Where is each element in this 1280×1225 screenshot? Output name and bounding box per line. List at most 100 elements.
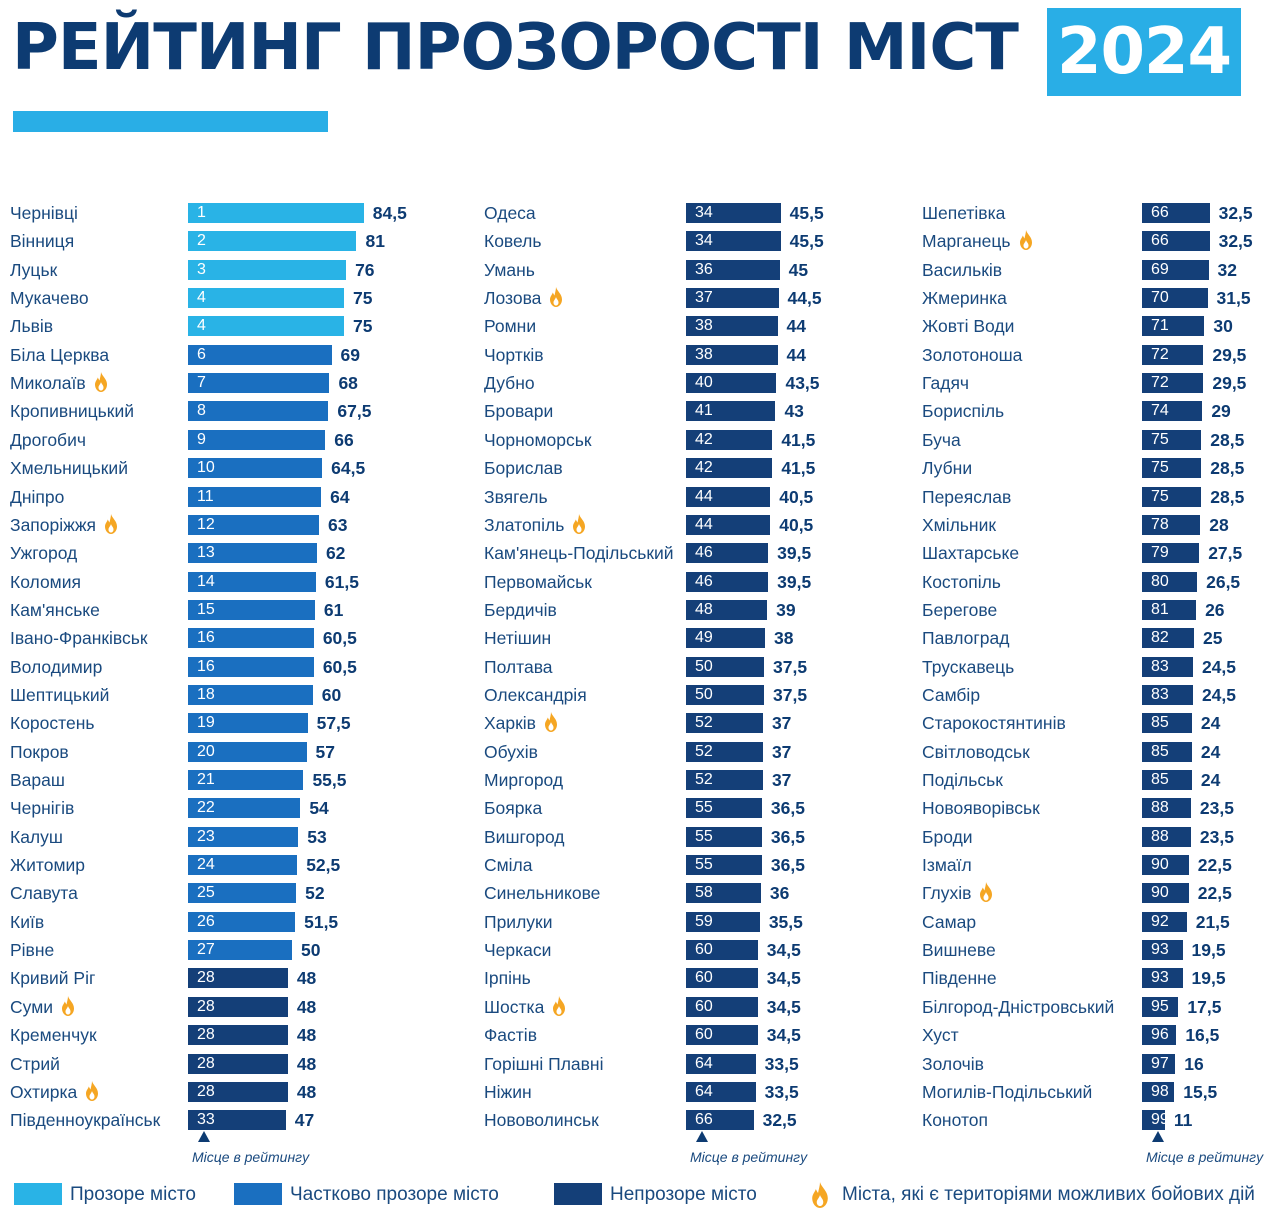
city-name: Умань	[484, 259, 535, 280]
chart-row: Південне 93 19,5	[922, 966, 1280, 990]
fire-icon	[62, 995, 74, 1016]
city-label: Володимир	[10, 655, 102, 679]
city-label: Обухів	[484, 740, 538, 764]
city-label: Горішні Плавні	[484, 1052, 603, 1076]
score-label: 47	[294, 1110, 315, 1131]
chart-row: Хуст 96 16,5	[922, 1023, 1280, 1047]
chart-row: Світловодськ 85 24	[922, 740, 1280, 764]
bar: 34	[686, 203, 781, 223]
bar: 90	[1142, 883, 1189, 904]
bar: 48	[686, 599, 768, 620]
bar: 36	[686, 259, 780, 280]
score-label: 64	[330, 486, 350, 507]
city-name: Марганець	[922, 231, 1011, 252]
chart-row: Коростень 19 57,5	[10, 711, 448, 735]
city-name: Чернігів	[10, 798, 75, 819]
chart-row: Чернівці 1 84,5	[10, 201, 448, 225]
rank-label: 14	[197, 572, 215, 590]
rank-label: 19	[197, 714, 215, 732]
rank-label: 60	[695, 997, 713, 1015]
score-label: 55,5	[312, 770, 347, 790]
bar: 98	[1142, 1081, 1175, 1102]
city-label: Гадяч	[922, 371, 969, 395]
city-label: Чернівці	[10, 201, 78, 225]
fire-icon	[980, 882, 993, 903]
chart-row: Синельникове 58 36	[484, 881, 946, 905]
city-label: Броди	[922, 825, 973, 849]
city-name: Коломия	[10, 571, 81, 592]
chart-row: Обухів 52 37	[484, 740, 946, 764]
score-label: 81	[365, 231, 385, 252]
bar: 33	[188, 1110, 286, 1131]
rank-label: 13	[197, 544, 215, 562]
chart-row: Дрогобич 9 66	[10, 428, 448, 452]
bar: 4	[188, 316, 344, 337]
rank-label: 28	[197, 1054, 215, 1072]
bar: 69	[1142, 259, 1209, 280]
rank-caption: Місце в рейтингу	[690, 1149, 808, 1165]
rank-label: 93	[1151, 941, 1169, 959]
rank-label: 7	[197, 374, 206, 392]
city-name: Берегове	[922, 599, 998, 620]
bar: 58	[686, 883, 761, 904]
chart-row: Ірпінь 60 34,5	[484, 966, 946, 990]
bar: 41	[686, 401, 776, 422]
bar: 34	[686, 231, 781, 252]
bar: 18	[188, 684, 313, 705]
bar: 21	[188, 770, 304, 790]
chart-row: Хмельницький 10 64,5	[10, 456, 448, 480]
score-label: 24,5	[1201, 684, 1237, 705]
rank-label: 25	[197, 884, 215, 902]
rank-label: 50	[695, 685, 713, 703]
rank-label: 44	[695, 487, 713, 505]
city-label: Світловодськ	[922, 740, 1030, 764]
city-name: Львів	[10, 316, 54, 337]
city-label: Кременчук	[10, 1023, 97, 1047]
city-label: Черкаси	[484, 938, 551, 962]
bar: 64	[686, 1053, 756, 1074]
bar: 46	[686, 543, 769, 564]
chart-row: Білгород-Дністровський 95 17,5	[922, 995, 1280, 1019]
bar: 85	[1142, 770, 1192, 790]
city-label: Рівне	[10, 938, 54, 962]
city-name: Хуст	[922, 1025, 959, 1046]
city-label: Кропивницький	[10, 399, 134, 423]
chart-row: Олександрія 50 37,5	[484, 683, 946, 707]
city-label: Львів	[10, 314, 53, 338]
rank-label: 52	[695, 714, 713, 732]
score-label: 45,5	[789, 203, 824, 223]
score-label: 36,5	[770, 826, 805, 847]
city-label: Золочів	[922, 1052, 984, 1076]
city-label: Новояворівськ	[922, 796, 1040, 820]
bar: 59	[686, 911, 760, 932]
chart-row: Подільськ 85 24	[922, 768, 1280, 792]
score-label: 68	[338, 373, 358, 394]
bar: 88	[1142, 798, 1191, 819]
city-name: Світловодськ	[922, 741, 1030, 762]
rank-caret-icon	[1152, 1131, 1164, 1142]
score-label: 62	[325, 543, 346, 564]
rank-label: 52	[695, 771, 713, 788]
city-name: Нововолинськ	[484, 1110, 599, 1131]
score-label: 37	[771, 741, 792, 762]
city-name: Ковель	[484, 231, 542, 252]
city-label: Шептицький	[10, 683, 109, 707]
score-label: 57,5	[316, 713, 351, 734]
city-label: Чортків	[484, 343, 544, 367]
city-name: Синельникове	[484, 883, 601, 904]
score-label: 24	[1200, 770, 1221, 790]
city-name: Суми	[10, 996, 53, 1017]
city-name: Запоріжжя	[10, 514, 97, 535]
chart-row: Златопіль 44 40,5	[484, 513, 946, 537]
city-label: Мукачево	[10, 286, 89, 310]
bar: 40	[686, 373, 777, 394]
fire-icon	[1019, 230, 1032, 251]
score-label: 32,5	[1218, 203, 1253, 223]
score-label: 11	[1173, 1110, 1193, 1131]
rank-label: 70	[1151, 289, 1169, 307]
city-name: Хмільник	[922, 514, 997, 535]
rank-label: 90	[1151, 856, 1169, 874]
score-label: 61,5	[324, 571, 359, 592]
rank-label: 88	[1151, 827, 1169, 845]
score-label: 28,5	[1210, 486, 1245, 507]
